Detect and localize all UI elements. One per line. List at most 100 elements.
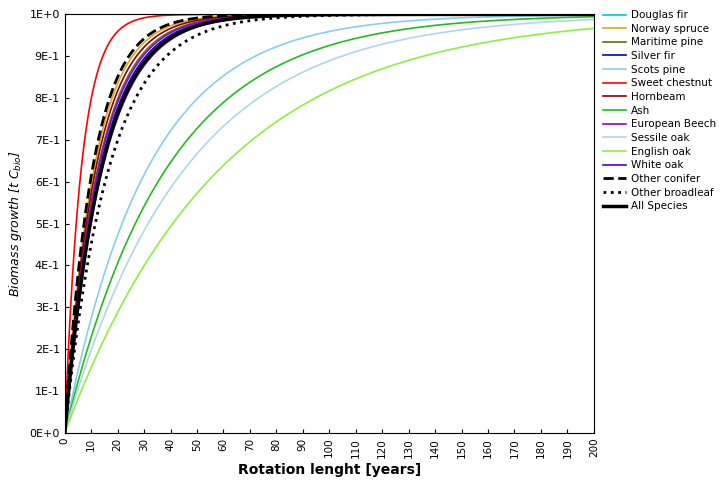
Ash xyxy=(87,333,96,338)
Other broadleaf xyxy=(477,12,486,17)
Silver fir xyxy=(304,12,312,18)
Line: Maritime pine: Maritime pine xyxy=(65,15,594,433)
Other broadleaf xyxy=(304,13,312,19)
Hornbeam xyxy=(477,12,486,17)
Hornbeam xyxy=(87,187,96,193)
Norway spruce xyxy=(477,12,486,17)
Norway spruce xyxy=(87,179,96,184)
Sessile oak xyxy=(60,430,69,436)
Line: All Species: All Species xyxy=(65,15,594,433)
European Beech xyxy=(87,200,96,206)
Sweet chestnut xyxy=(590,12,598,17)
Line: Hornbeam: Hornbeam xyxy=(65,15,594,433)
All Species xyxy=(477,12,486,17)
Sweet chestnut xyxy=(60,430,69,436)
English oak xyxy=(574,27,582,33)
European Beech xyxy=(317,12,326,17)
Silver fir xyxy=(574,12,582,17)
All Species xyxy=(60,430,69,436)
Sessile oak xyxy=(574,17,582,23)
Hornbeam xyxy=(317,12,326,17)
Silver fir xyxy=(574,12,583,17)
All Species xyxy=(574,12,582,17)
Scots pine xyxy=(87,314,96,319)
English oak xyxy=(477,40,486,46)
Scots pine xyxy=(574,12,582,18)
Line: Scots pine: Scots pine xyxy=(65,15,594,433)
Norway spruce xyxy=(590,12,598,17)
Douglas fir xyxy=(590,12,598,17)
Line: Silver fir: Silver fir xyxy=(65,15,594,433)
Scots pine xyxy=(590,12,598,18)
All Species xyxy=(574,12,583,17)
Sweet chestnut xyxy=(477,12,486,17)
Other broadleaf xyxy=(87,238,96,244)
Maritime pine xyxy=(87,197,96,202)
Ash xyxy=(590,14,598,20)
Ash xyxy=(304,50,312,56)
Hornbeam xyxy=(590,12,598,17)
European Beech xyxy=(574,12,583,17)
Douglas fir xyxy=(574,12,582,17)
Other broadleaf xyxy=(60,430,69,436)
Line: Other broadleaf: Other broadleaf xyxy=(65,15,594,433)
Ash xyxy=(60,430,69,436)
Hornbeam xyxy=(304,12,312,17)
Maritime pine xyxy=(477,12,486,17)
Sweet chestnut xyxy=(574,12,582,17)
Line: European Beech: European Beech xyxy=(65,15,594,433)
Other broadleaf xyxy=(590,12,598,17)
Other conifer xyxy=(60,430,69,436)
White oak xyxy=(87,216,96,222)
Norway spruce xyxy=(574,12,583,17)
Legend: Douglas fir, Norway spruce, Maritime pine, Silver fir, Scots pine, Sweet chestnu: Douglas fir, Norway spruce, Maritime pin… xyxy=(599,6,721,215)
White oak xyxy=(304,12,312,18)
Scots pine xyxy=(574,12,583,18)
White oak xyxy=(317,12,326,18)
Sessile oak xyxy=(87,346,96,352)
Norway spruce xyxy=(317,12,326,17)
English oak xyxy=(317,91,326,97)
Maritime pine xyxy=(317,12,326,17)
Other conifer xyxy=(304,12,312,17)
Line: Douglas fir: Douglas fir xyxy=(65,15,594,433)
Silver fir xyxy=(477,12,486,17)
Other conifer xyxy=(590,12,598,17)
Douglas fir xyxy=(317,12,326,18)
Sessile oak xyxy=(304,67,312,73)
Douglas fir xyxy=(304,12,312,18)
Scots pine xyxy=(60,430,69,436)
Line: White oak: White oak xyxy=(65,15,594,433)
English oak xyxy=(60,430,69,436)
Ash xyxy=(317,45,326,51)
Other conifer xyxy=(317,12,326,17)
Silver fir xyxy=(87,206,96,212)
Line: Norway spruce: Norway spruce xyxy=(65,15,594,433)
Maritime pine xyxy=(574,12,583,17)
Line: Sweet chestnut: Sweet chestnut xyxy=(65,15,594,433)
English oak xyxy=(304,99,312,105)
European Beech xyxy=(590,12,598,17)
Sweet chestnut xyxy=(574,12,583,17)
White oak xyxy=(477,12,486,17)
English oak xyxy=(590,26,598,31)
Hornbeam xyxy=(60,430,69,436)
Other conifer xyxy=(87,170,96,176)
Line: Ash: Ash xyxy=(65,17,594,433)
Maritime pine xyxy=(590,12,598,17)
Scots pine xyxy=(304,33,312,39)
White oak xyxy=(60,430,69,436)
Sessile oak xyxy=(317,61,326,67)
European Beech xyxy=(60,430,69,436)
Sweet chestnut xyxy=(304,12,312,17)
Sessile oak xyxy=(590,16,598,22)
Sweet chestnut xyxy=(317,12,326,17)
Silver fir xyxy=(60,430,69,436)
European Beech xyxy=(304,12,312,17)
White oak xyxy=(574,12,582,17)
Hornbeam xyxy=(574,12,582,17)
Ash xyxy=(477,18,486,24)
All Species xyxy=(590,12,598,17)
Line: English oak: English oak xyxy=(65,29,594,433)
Ash xyxy=(574,14,583,20)
